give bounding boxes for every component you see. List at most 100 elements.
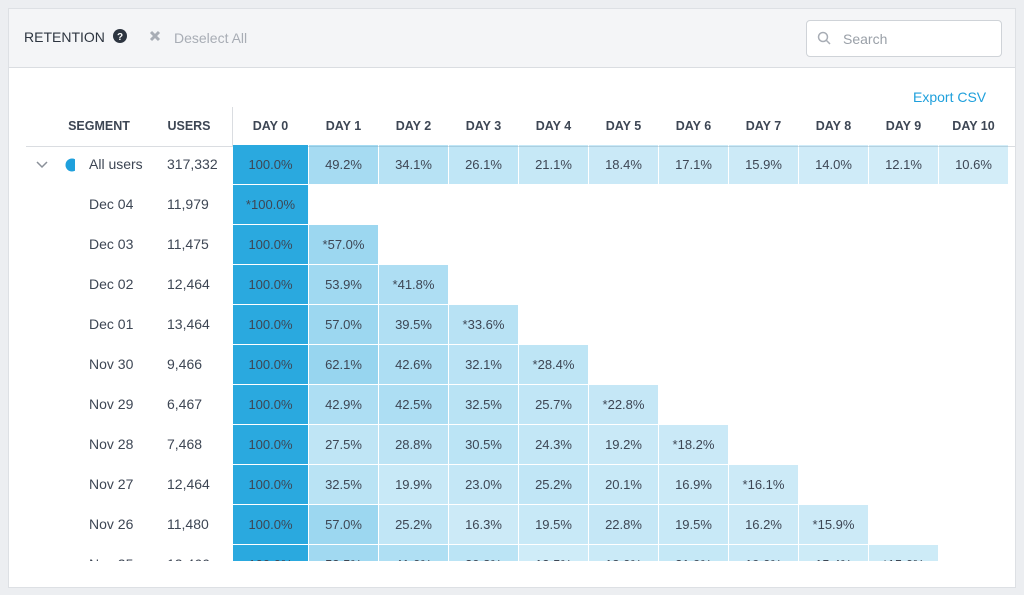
retention-cell: 42.6% [379, 345, 448, 384]
retention-cell: 23.0% [449, 465, 518, 504]
retention-cell: 100.0% [233, 265, 308, 304]
retention-cell: 53.9% [309, 265, 378, 304]
user-count: 7,468 [167, 436, 203, 452]
user-count: 6,467 [167, 396, 203, 412]
retention-cell: 100.0% [233, 145, 308, 184]
retention-cell: 100.0% [233, 305, 308, 344]
user-count: 11,979 [167, 196, 209, 212]
retention-cell: 14.0% [799, 145, 868, 184]
deselect-icon[interactable] [149, 30, 161, 42]
retention-cell: *41.8% [379, 265, 448, 304]
retention-cell: 25.2% [519, 465, 588, 504]
retention-cell: 18.4% [589, 145, 658, 184]
retention-cell: 19.2% [589, 425, 658, 464]
column-header: DAY 2 [395, 119, 432, 133]
table-body: All users 317,332 100.0% 49.2% 34.1% 26.1% 21.… [9, 139, 1015, 561]
user-count: 12,464 [167, 476, 210, 492]
segment-label: All users [89, 156, 143, 172]
retention-cell: 100.0% [233, 505, 308, 544]
retention-cell: 28.8% [379, 425, 448, 464]
retention-cell: 24.3% [519, 425, 588, 464]
retention-cell: 22.8% [589, 505, 658, 544]
segment-label: Nov 25 [89, 545, 133, 561]
retention-cell: 21.1% [519, 145, 588, 184]
segment-label: Dec 04 [89, 196, 134, 212]
retention-cell: 19.5% [659, 505, 728, 544]
retention-cell: *16.1% [729, 465, 798, 504]
retention-cell: 27.5% [309, 425, 378, 464]
retention-cell: 12.1% [869, 145, 938, 184]
retention-cell: 15.4% [799, 545, 868, 561]
retention-cell: 30.5% [449, 425, 518, 464]
retention-cell: 39.5% [379, 305, 448, 344]
retention-cell: 19.5% [519, 505, 588, 544]
user-count: 317,332 [167, 156, 218, 172]
retention-cell: 25.2% [379, 505, 448, 544]
retention-cell: 10.6% [939, 145, 1008, 184]
retention-cell: 19.0% [729, 545, 798, 561]
retention-cell: *57.0% [309, 225, 378, 264]
retention-cell: *15.9% [799, 505, 868, 544]
retention-cell: 100.0% [233, 225, 308, 264]
retention-cell: 100.0% [233, 425, 308, 464]
retention-cell: 19.9% [379, 465, 448, 504]
segment-label: Nov 28 [89, 436, 134, 452]
retention-cell: 16.2% [729, 505, 798, 544]
column-header: DAY 7 [745, 119, 782, 133]
retention-cell: 18.0% [589, 545, 658, 561]
segment-label: Nov 27 [89, 476, 134, 492]
retention-cell: 42.5% [379, 385, 448, 424]
column-header: DAY 10 [952, 119, 995, 133]
retention-cell: 13.5% [519, 545, 588, 561]
retention-cell: *22.8% [589, 385, 658, 424]
retention-cell: 57.0% [309, 505, 378, 544]
retention-cell: 32.1% [449, 345, 518, 384]
retention-cell: 49.2% [309, 145, 378, 184]
retention-cell: 100.0% [233, 385, 308, 424]
retention-cell: 30.8% [449, 545, 518, 561]
retention-cell: *100.0% [233, 185, 308, 224]
retention-cell: 100.0% [233, 545, 308, 561]
column-header: DAY 8 [815, 119, 852, 133]
segment-label: Dec 02 [89, 276, 134, 292]
user-count: 13,464 [167, 316, 210, 332]
user-count: 9,466 [167, 356, 203, 372]
user-count: 11,475 [167, 236, 209, 252]
search-icon [817, 31, 831, 45]
segment-label: Dec 01 [89, 316, 134, 332]
retention-cell: 42.9% [309, 385, 378, 424]
title: RETENTION [24, 29, 105, 45]
retention-cell: 62.1% [309, 345, 378, 384]
retention-cell: 16.3% [449, 505, 518, 544]
column-header: DAY 0 [252, 119, 289, 133]
retention-cell: 100.0% [233, 345, 308, 384]
retention-cell: *33.6% [449, 305, 518, 344]
retention-cell: 17.1% [659, 145, 728, 184]
retention-cell: 15.9% [729, 145, 798, 184]
column-header: USERS [167, 119, 211, 133]
segment-label: Nov 29 [89, 396, 134, 412]
help-icon[interactable]: ? [113, 29, 127, 43]
column-header: SEGMENT [68, 119, 130, 133]
retention-cell: *28.4% [519, 345, 588, 384]
column-header: DAY 6 [675, 119, 712, 133]
column-header: DAY 9 [885, 119, 922, 133]
retention-cell: *15.6% [869, 545, 938, 561]
column-header: DAY 3 [465, 119, 502, 133]
expand-toggle[interactable] [35, 155, 75, 175]
table-header: SEGMENT USERS DAY 0 DAY 1 DAY 2 DAY 3 DAY 4 DAY… [9, 119, 1015, 139]
search-placeholder: Search [843, 31, 888, 47]
retention-cell: 41.0% [379, 545, 448, 561]
retention-cell: 53.5% [309, 545, 378, 561]
export-csv[interactable]: Export CSV [913, 89, 987, 105]
header-bar: RETENTION ? Deselect All Search [9, 9, 1015, 68]
deselect-all[interactable]: Deselect All [174, 30, 248, 46]
column-header: DAY 1 [325, 119, 362, 133]
user-count: 11,480 [167, 516, 209, 532]
segment-label: Dec 03 [89, 236, 134, 252]
divider [232, 107, 233, 147]
retention-cell: 57.0% [309, 305, 378, 344]
search-box[interactable]: Search [806, 20, 1002, 57]
segment-label: Nov 26 [89, 516, 134, 532]
